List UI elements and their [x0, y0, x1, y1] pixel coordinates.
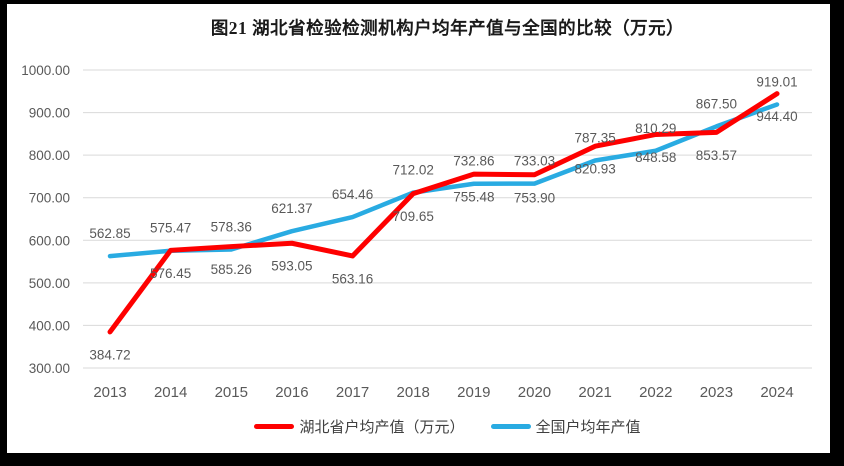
- data-label: 848.58: [635, 150, 676, 165]
- x-axis-tick-label: 2018: [397, 384, 430, 401]
- legend-label-national: 全国户均年产值: [535, 418, 641, 436]
- data-label: 787.35: [574, 131, 615, 146]
- x-axis-tick-label: 2020: [518, 384, 551, 401]
- data-label: 593.05: [271, 259, 312, 274]
- y-axis-tick-label: 800.00: [29, 148, 70, 163]
- x-axis-tick-label: 2014: [154, 384, 187, 401]
- y-axis-tick-label: 1000.00: [21, 63, 70, 78]
- data-label: 853.57: [696, 148, 737, 163]
- x-axis-tick-label: 2017: [336, 384, 369, 401]
- series-line: [107, 91, 780, 335]
- legend: 湖北省户均产值（万元） 全国户均年产值: [83, 411, 812, 441]
- data-label: 753.90: [514, 190, 555, 205]
- chart-canvas: [7, 4, 830, 453]
- y-axis-tick-label: 900.00: [29, 106, 70, 121]
- legend-item-national: 全国户均年产值: [490, 416, 641, 437]
- data-label: 709.65: [393, 209, 434, 224]
- legend-swatch-hubei: [254, 423, 295, 429]
- x-axis-tick-label: 2021: [578, 384, 611, 401]
- data-label: 867.50: [696, 96, 737, 111]
- data-label: 733.03: [514, 154, 555, 169]
- data-label: 384.72: [89, 347, 130, 362]
- data-label: 562.85: [89, 226, 130, 241]
- data-label: 621.37: [271, 201, 312, 216]
- data-label: 578.36: [211, 219, 252, 234]
- data-label: 944.40: [756, 109, 797, 124]
- data-label: 563.16: [332, 271, 373, 286]
- x-axis-tick-label: 2015: [215, 384, 248, 401]
- legend-item-hubei: 湖北省户均产值（万元）: [254, 416, 465, 437]
- chart-title: 图21 湖北省检验检测机构户均年产值与全国的比较（万元）: [210, 18, 685, 38]
- legend-label-hubei: 湖北省户均产值（万元）: [299, 418, 465, 436]
- x-axis-tick-label: 2013: [93, 384, 126, 401]
- y-axis-tick-label: 600.00: [29, 233, 70, 248]
- series-line: [107, 102, 780, 259]
- data-label: 820.93: [574, 162, 615, 177]
- data-label: 654.46: [332, 187, 373, 202]
- data-label: 585.26: [211, 262, 252, 277]
- data-label: 732.86: [453, 154, 494, 169]
- y-axis-tick-label: 500.00: [29, 276, 70, 291]
- x-axis-tick-label: 2024: [760, 384, 793, 401]
- x-axis-tick-label: 2022: [639, 384, 672, 401]
- data-label: 755.48: [453, 190, 494, 205]
- x-axis-tick-label: 2023: [700, 384, 733, 401]
- x-axis-tick-label: 2016: [275, 384, 308, 401]
- legend-swatch-national: [490, 423, 531, 429]
- data-label: 575.47: [150, 221, 191, 236]
- y-axis-tick-label: 300.00: [29, 361, 70, 376]
- y-axis-tick-label: 700.00: [29, 191, 70, 206]
- x-axis-tick-label: 2019: [457, 384, 490, 401]
- data-label: 810.29: [635, 121, 676, 136]
- y-axis-tick-label: 400.00: [29, 318, 70, 333]
- data-label: 576.45: [150, 266, 191, 281]
- data-label: 919.01: [756, 74, 797, 89]
- data-label: 712.02: [393, 163, 434, 178]
